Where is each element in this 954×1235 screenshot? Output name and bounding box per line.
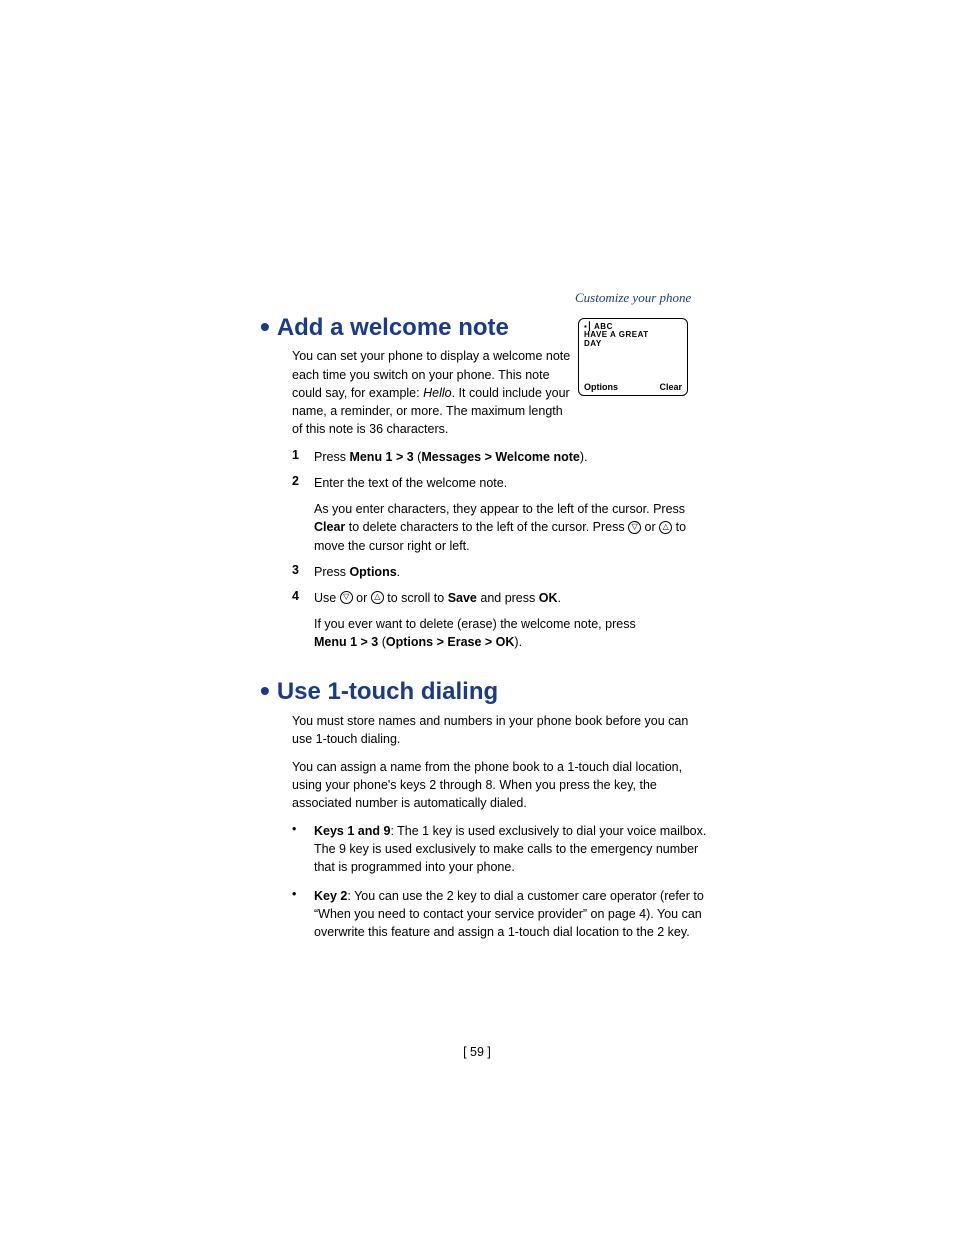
bullet-list: • Keys 1 and 9: The 1 key is used exclus… bbox=[292, 822, 710, 941]
text: . bbox=[557, 591, 560, 605]
step-1: 1 Press Menu 1 > 3 (Messages > Welcome n… bbox=[292, 448, 710, 466]
step-4-sub: If you ever want to delete (erase) the w… bbox=[314, 615, 710, 651]
intro-italic: Hello bbox=[423, 386, 452, 400]
text: ). bbox=[580, 450, 588, 464]
steps-list: 1 Press Menu 1 > 3 (Messages > Welcome n… bbox=[292, 448, 710, 651]
section2-p2: You can assign a name from the phone boo… bbox=[292, 758, 710, 812]
intro-paragraph: You can set your phone to display a welc… bbox=[292, 347, 572, 438]
text: . bbox=[397, 565, 400, 579]
bold-text: Save bbox=[448, 591, 477, 605]
bold-text: Key 2 bbox=[314, 889, 347, 903]
text: or bbox=[353, 591, 371, 605]
text: Use bbox=[314, 591, 340, 605]
step-content: Press Options. bbox=[314, 563, 710, 581]
heading-text: Add a welcome note bbox=[277, 314, 509, 341]
step-2: 2 Enter the text of the welcome note. As… bbox=[292, 474, 710, 555]
heading-1touch-dialing: •Use 1-touch dialing bbox=[260, 679, 710, 705]
bullet-icon: • bbox=[292, 822, 314, 876]
bold-text: Clear bbox=[314, 520, 345, 534]
step-4: 4 Use ▽ or △ to scroll to Save and press… bbox=[292, 589, 710, 651]
step-number: 3 bbox=[292, 563, 314, 581]
text: If you ever want to delete (erase) the w… bbox=[314, 617, 636, 631]
step-content: Enter the text of the welcome note. As y… bbox=[314, 474, 710, 555]
text: or bbox=[641, 520, 659, 534]
scroll-up-icon: △ bbox=[659, 521, 672, 534]
bold-text: Options > Erase > OK bbox=[386, 635, 515, 649]
text: and press bbox=[477, 591, 539, 605]
text: to scroll to bbox=[384, 591, 448, 605]
scroll-up-icon: △ bbox=[371, 591, 384, 604]
section2-p1: You must store names and numbers in your… bbox=[292, 712, 710, 748]
text: Enter the text of the welcome note. bbox=[314, 476, 507, 490]
text: : You can use the 2 key to dial a custom… bbox=[314, 889, 704, 939]
list-item-content: Key 2: You can use the 2 key to dial a c… bbox=[314, 887, 710, 941]
section-1touch-dialing: •Use 1-touch dialing You must store name… bbox=[260, 679, 710, 941]
list-item: • Key 2: You can use the 2 key to dial a… bbox=[292, 887, 710, 941]
step-number: 2 bbox=[292, 474, 314, 555]
text: Press bbox=[314, 565, 349, 579]
text: to delete characters to the left of the … bbox=[345, 520, 628, 534]
step-content: Use ▽ or △ to scroll to Save and press O… bbox=[314, 589, 710, 651]
heading-text: Use 1-touch dialing bbox=[277, 678, 498, 705]
bold-text: OK bbox=[539, 591, 558, 605]
bold-text: Menu 1 > 3 bbox=[314, 635, 378, 649]
bold-text: Messages > Welcome note bbox=[421, 450, 580, 464]
scroll-down-icon: ▽ bbox=[340, 591, 353, 604]
bold-text: Options bbox=[349, 565, 396, 579]
text: ). bbox=[514, 635, 522, 649]
page-number: [ 59 ] bbox=[0, 1045, 954, 1059]
heading-add-welcome-note: •Add a welcome note bbox=[260, 315, 710, 341]
bullet-icon: • bbox=[292, 887, 314, 941]
step-3: 3 Press Options. bbox=[292, 563, 710, 581]
text: ( bbox=[378, 635, 386, 649]
section-add-welcome-note: •Add a welcome note You can set your pho… bbox=[260, 315, 710, 651]
list-item: • Keys 1 and 9: The 1 key is used exclus… bbox=[292, 822, 710, 876]
step-number: 4 bbox=[292, 589, 314, 651]
text: As you enter characters, they appear to … bbox=[314, 502, 685, 516]
list-item-content: Keys 1 and 9: The 1 key is used exclusiv… bbox=[314, 822, 710, 876]
bold-text: Keys 1 and 9 bbox=[314, 824, 390, 838]
step-2-sub: As you enter characters, they appear to … bbox=[314, 500, 710, 554]
scroll-down-icon: ▽ bbox=[628, 521, 641, 534]
step-content: Press Menu 1 > 3 (Messages > Welcome not… bbox=[314, 448, 710, 466]
text: Press bbox=[314, 450, 349, 464]
step-number: 1 bbox=[292, 448, 314, 466]
bold-text: Menu 1 > 3 bbox=[349, 450, 413, 464]
